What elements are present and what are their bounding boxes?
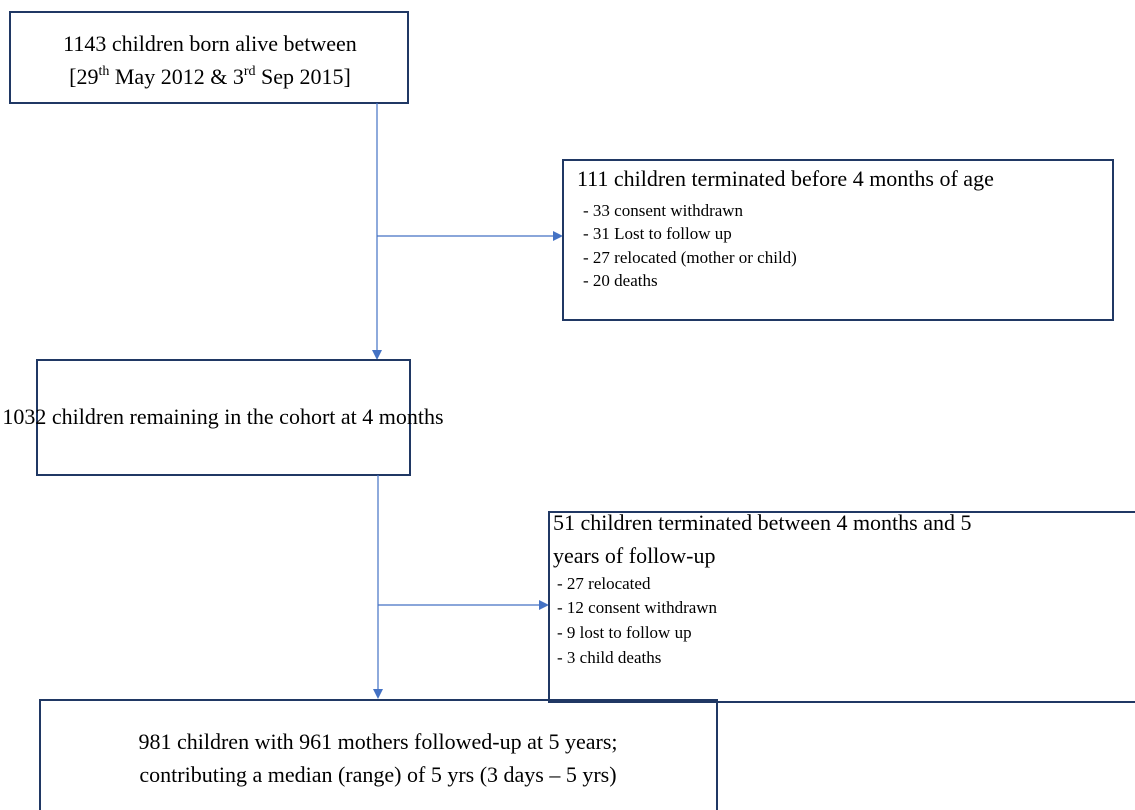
text-part: [29 [69, 64, 98, 89]
box-heading: 51 children terminated between 4 months … [553, 510, 972, 535]
text-part: May 2012 & 3 [109, 64, 243, 89]
box-heading: years of follow-up [553, 543, 716, 568]
superscript: rd [244, 64, 256, 79]
list-item: - 20 deaths [583, 271, 658, 290]
text-part: Sep 2015] [256, 64, 351, 89]
box-text: 1143 children born alive between [63, 31, 357, 56]
list-item: - 27 relocated (mother or child) [583, 248, 797, 267]
box-text: contributing a median (range) of 5 yrs (… [139, 762, 616, 787]
start-box [9, 11, 409, 104]
list-item: - 12 consent withdrawn [557, 598, 718, 617]
arrowhead [553, 231, 563, 241]
list-item: - 33 consent withdrawn [583, 201, 744, 220]
list-item: - 31 Lost to follow up [583, 224, 732, 243]
cohort-box [36, 359, 411, 476]
arrowhead [373, 689, 383, 699]
box-heading: 111 children terminated before 4 months … [577, 166, 994, 191]
exclusion-box [562, 159, 1114, 321]
arrowhead [372, 350, 382, 360]
list-item: - 9 lost to follow up [557, 623, 692, 642]
exclusion-box [548, 511, 1135, 703]
box-text: 1032 children remaining in the cohort at… [2, 404, 443, 429]
superscript: th [98, 64, 109, 79]
box-text: [29th May 2012 & 3rd Sep 2015] [69, 64, 351, 89]
box-text: 981 children with 961 mothers followed-u… [138, 729, 617, 754]
list-item: - 3 child deaths [557, 648, 661, 667]
final-box [39, 699, 718, 810]
list-item: - 27 relocated [557, 574, 651, 593]
arrowhead [539, 600, 549, 610]
